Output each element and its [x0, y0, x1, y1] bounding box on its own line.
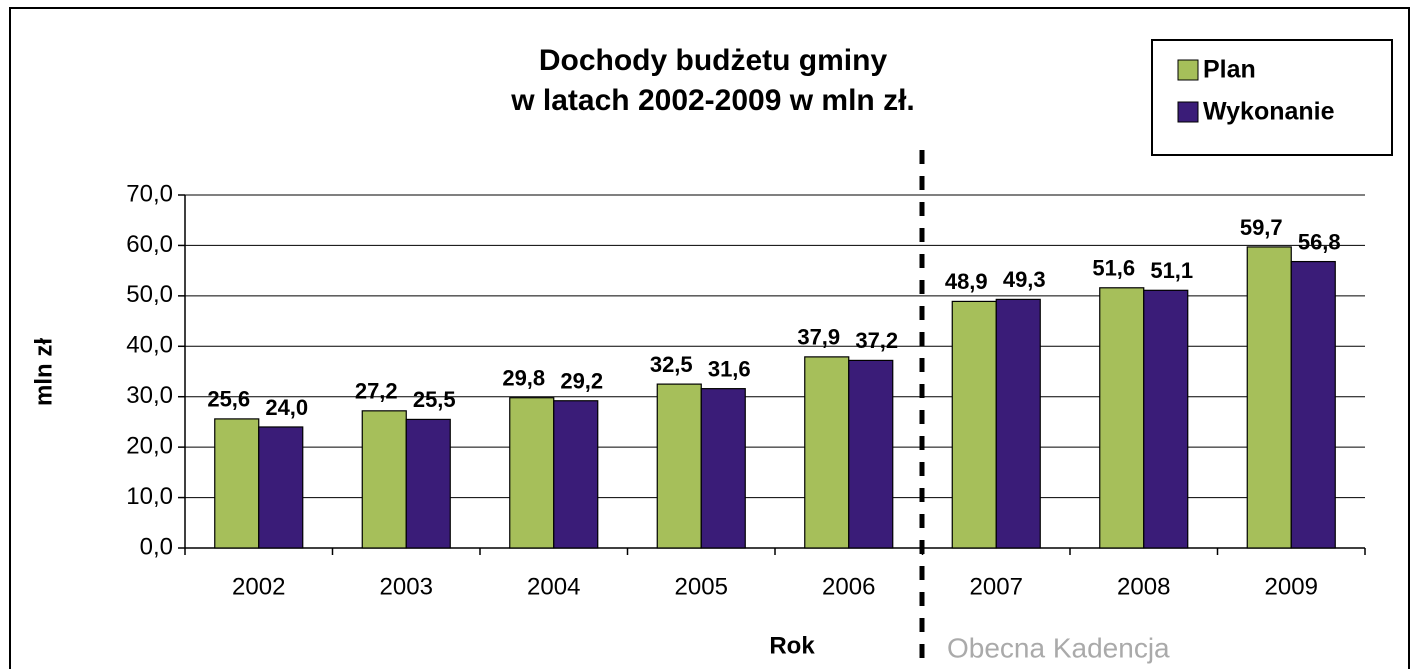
value-label: 48,9 — [945, 269, 988, 294]
value-label: 32,5 — [650, 352, 693, 377]
chart-title: w latach 2002-2009 w mln zł. — [510, 84, 915, 117]
annotation: Obecna Kadencja — [947, 632, 1170, 663]
x-tick-label: 2007 — [970, 573, 1023, 600]
value-label: 37,9 — [797, 325, 840, 350]
x-tick-label: 2004 — [527, 573, 580, 600]
legend — [1151, 39, 1393, 156]
chart-title: Dochody budżetu gminy — [539, 44, 888, 77]
value-label: 25,5 — [413, 387, 456, 412]
y-tick-label: 0,0 — [140, 533, 173, 560]
bar — [995, 298, 1041, 549]
value-label: 31,6 — [708, 356, 751, 381]
bar — [405, 418, 451, 549]
bar — [848, 359, 894, 549]
legend-label: Wykonanie — [1203, 98, 1335, 126]
y-tick-label: 60,0 — [126, 231, 173, 258]
legend-swatch — [1177, 101, 1199, 123]
value-label: 59,7 — [1240, 215, 1283, 240]
bar — [1143, 289, 1189, 549]
y-tick-label: 70,0 — [126, 180, 173, 207]
bar — [804, 356, 850, 549]
y-tick-label: 10,0 — [126, 483, 173, 510]
legend-label: Plan — [1203, 56, 1256, 84]
x-tick-label: 2009 — [1265, 573, 1318, 600]
y-tick-label: 50,0 — [126, 281, 173, 308]
x-tick-label: 2002 — [232, 573, 285, 600]
value-label: 37,2 — [855, 328, 898, 353]
bar — [258, 426, 304, 549]
value-label: 29,8 — [502, 366, 545, 391]
y-tick-label: 20,0 — [126, 432, 173, 459]
value-label: 56,8 — [1298, 229, 1341, 254]
x-tick-label: 2005 — [675, 573, 728, 600]
bar — [361, 410, 407, 549]
bar — [509, 397, 555, 549]
bar — [1246, 246, 1292, 549]
bar — [1099, 287, 1145, 549]
x-tick-label: 2008 — [1117, 573, 1170, 600]
x-tick-label: 2006 — [822, 573, 875, 600]
value-label: 51,1 — [1150, 258, 1193, 283]
y-axis-label: mln zł — [30, 338, 57, 406]
bar — [214, 418, 260, 549]
bar — [1290, 260, 1336, 549]
value-label: 27,2 — [355, 379, 398, 404]
value-label: 49,3 — [1003, 267, 1046, 292]
x-tick-label: 2003 — [380, 573, 433, 600]
legend-swatch — [1177, 59, 1199, 81]
bar — [656, 383, 702, 549]
value-label: 29,2 — [560, 369, 603, 394]
value-label: 24,0 — [265, 395, 308, 420]
value-label: 25,6 — [207, 387, 250, 412]
bar — [553, 400, 599, 549]
x-axis-label: Rok — [769, 632, 815, 659]
bar — [951, 300, 997, 549]
y-tick-label: 40,0 — [126, 332, 173, 359]
value-label: 51,6 — [1092, 256, 1135, 281]
y-tick-label: 30,0 — [126, 382, 173, 409]
bar — [700, 388, 746, 549]
